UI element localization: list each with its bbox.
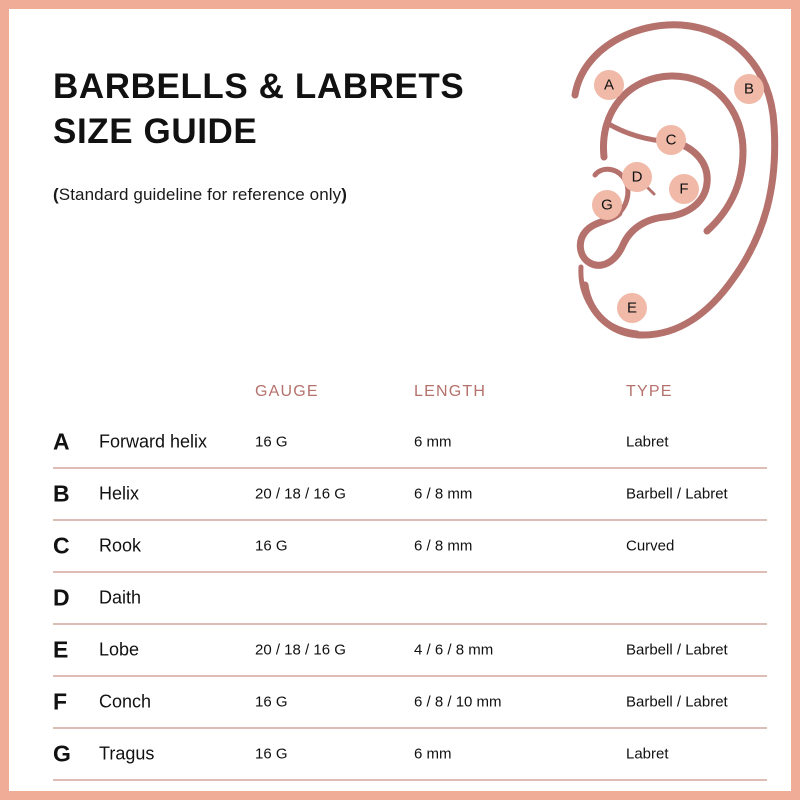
row-letter: A <box>53 428 70 455</box>
column-header-length: LENGTH <box>414 383 487 400</box>
marker-d-circle[interactable] <box>622 162 652 192</box>
ear-outer-rim <box>571 21 779 339</box>
table-row: C Rook 16 G 6 / 8 mm Curved <box>53 521 767 573</box>
table-row: E Lobe 20 / 18 / 16 G 4 / 6 / 8 mm Barbe… <box>53 625 767 677</box>
row-letter: D <box>53 584 70 611</box>
marker-f[interactable]: F <box>669 174 699 204</box>
row-letter: G <box>53 740 72 767</box>
table-row: F Conch 16 G 6 / 8 / 10 mm Barbell / Lab… <box>53 677 767 729</box>
table-row: D Daith <box>53 573 767 625</box>
row-length: 6 / 8 mm <box>414 485 473 503</box>
row-gauge: 16 G <box>255 433 288 451</box>
table-row: G Tragus 16 G 6 mm Labret <box>53 729 767 781</box>
row-length: 6 mm <box>414 745 452 763</box>
size-guide-table: GAUGE LENGTH TYPE A Forward helix 16 G 6… <box>53 379 767 781</box>
ear-diagram-svg: A B C D F <box>571 21 779 339</box>
marker-g-circle[interactable] <box>592 190 622 220</box>
row-length: 6 / 8 / 10 mm <box>414 693 502 711</box>
marker-c-circle[interactable] <box>656 125 686 155</box>
ear-diagram: A B C D F <box>557 17 791 357</box>
row-gauge: 16 G <box>255 693 288 711</box>
row-length: 6 / 8 mm <box>414 537 473 555</box>
row-length: 6 mm <box>414 433 452 451</box>
row-name: Rook <box>99 535 142 556</box>
column-header-type: TYPE <box>626 383 673 400</box>
page-subtitle: (Standard guideline for reference only) <box>53 185 533 205</box>
marker-e-label: E <box>627 300 637 317</box>
marker-group: A B C D F <box>592 70 764 323</box>
row-gauge: 16 G <box>255 745 288 763</box>
row-name: Daith <box>99 587 142 608</box>
page-title: BARBELLS & LABRETS SIZE GUIDE <box>53 67 465 151</box>
marker-a[interactable]: A <box>594 70 624 100</box>
column-header-gauge: GAUGE <box>255 383 319 400</box>
row-letter: E <box>53 636 69 663</box>
row-gauge: 20 / 18 / 16 G <box>255 485 346 503</box>
marker-e-circle[interactable] <box>617 293 647 323</box>
table-row: B Helix 20 / 18 / 16 G 6 / 8 mm Barbell … <box>53 469 767 521</box>
ear-antihelix <box>600 72 747 235</box>
row-type: Barbell / Labret <box>626 485 728 503</box>
marker-c-label: C <box>666 132 677 149</box>
row-type: Curved <box>626 537 675 555</box>
marker-b-label: B <box>744 81 754 98</box>
marker-a-circle[interactable] <box>594 70 624 100</box>
row-length: 4 / 6 / 8 mm <box>414 641 494 659</box>
row-gauge: 16 G <box>255 537 288 555</box>
subtitle-text: Standard guideline for reference only <box>58 184 342 204</box>
ear-concha <box>576 138 711 269</box>
row-type: Barbell / Labret <box>626 641 728 659</box>
marker-d[interactable]: D <box>622 162 652 192</box>
row-letter: B <box>53 480 70 507</box>
ear-lobe <box>578 264 640 336</box>
row-letter: C <box>53 532 70 559</box>
header-block: BARBELLS & LABRETS SIZE GUIDE (Standard … <box>53 65 533 205</box>
row-name: Conch <box>99 691 152 712</box>
subtitle-open-paren: ( <box>53 184 59 204</box>
row-gauge: 20 / 18 / 16 G <box>255 641 346 659</box>
marker-f-label: F <box>679 181 688 198</box>
row-type: Barbell / Labret <box>626 693 728 711</box>
row-name: Tragus <box>99 743 155 764</box>
marker-g[interactable]: G <box>592 190 622 220</box>
marker-a-label: A <box>604 77 614 94</box>
marker-c[interactable]: C <box>656 125 686 155</box>
marker-g-label: G <box>601 197 613 214</box>
row-letter: F <box>53 688 68 715</box>
table-header-row: GAUGE LENGTH TYPE <box>53 379 767 417</box>
marker-e[interactable]: E <box>617 293 647 323</box>
marker-b[interactable]: B <box>734 74 764 104</box>
row-name: Forward helix <box>99 431 208 452</box>
marker-f-circle[interactable] <box>669 174 699 204</box>
subtitle-close-paren: ) <box>341 184 348 204</box>
table-row: A Forward helix 16 G 6 mm Labret <box>53 417 767 469</box>
row-type: Labret <box>626 433 669 451</box>
row-type: Labret <box>626 745 669 763</box>
row-name: Helix <box>99 483 140 504</box>
row-name: Lobe <box>99 639 140 660</box>
marker-d-label: D <box>632 169 643 186</box>
marker-b-circle[interactable] <box>734 74 764 104</box>
